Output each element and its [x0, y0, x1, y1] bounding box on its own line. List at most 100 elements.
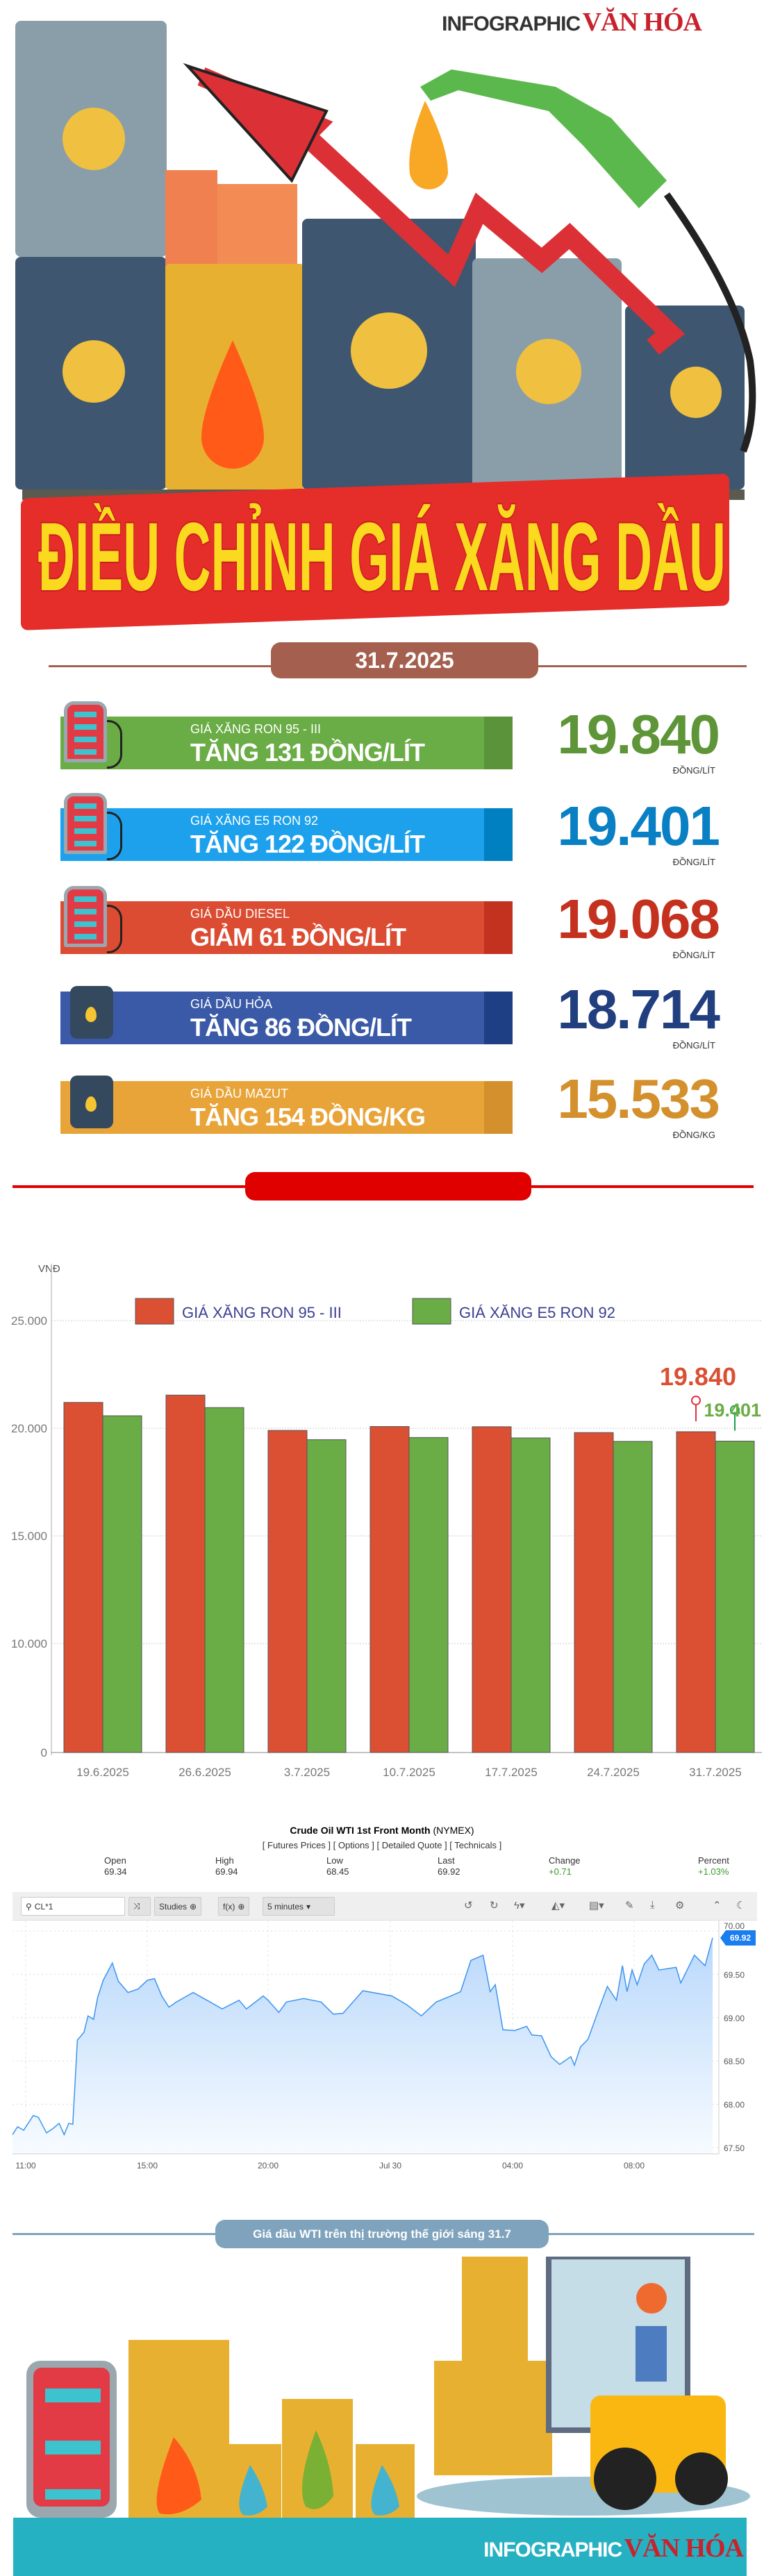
studies-button[interactable]: Studies ⊕	[154, 1897, 202, 1916]
x-tick-label: 24.7.2025	[587, 1766, 640, 1779]
price-area	[13, 1938, 713, 2154]
y-tick-label: 69.50	[724, 1970, 745, 1980]
jerrycan-icon	[70, 1076, 113, 1128]
fuel-name: GIÁ DẦU MAZUT	[190, 1087, 289, 1101]
brand-prefix: INFOGRAPHIC	[483, 2539, 622, 2561]
price-row: GIÁ XĂNG RON 95 - III TĂNG 131 ĐỒNG/LÍT	[60, 717, 513, 769]
download-icon[interactable]: ⤓	[650, 1899, 655, 1911]
fuel-name: GIÁ XĂNG E5 RON 92	[190, 814, 319, 828]
fuel-pump-icon	[64, 793, 107, 854]
interval-select[interactable]: 5 minutes ▾	[263, 1897, 335, 1916]
price-change: GIẢM 61 ĐỒNG/LÍT	[190, 923, 406, 951]
pin-marker-head	[730, 1405, 740, 1415]
price-change: TĂNG 154 ĐỒNG/KG	[190, 1103, 426, 1131]
annotation-ron95: 19.840	[660, 1362, 736, 1391]
gear-icon[interactable]: ⚙	[675, 1900, 685, 1912]
wti-title: Crude Oil WTI 1st Front Month (NYMEX)	[0, 1825, 764, 1837]
last-price-badge	[720, 1930, 756, 1946]
search-icon: ⚲	[26, 1901, 32, 1912]
stat-label: Change	[549, 1855, 581, 1866]
bar-ron95	[267, 1430, 308, 1753]
y-tick-label: 69.00	[724, 2014, 745, 2023]
wti-title-text: Crude Oil WTI 1st Front Month	[290, 1825, 431, 1836]
fuel-hose-icon	[107, 812, 122, 860]
fuel-price: 15.533	[557, 1068, 720, 1130]
fuel-hose-icon	[107, 905, 122, 953]
y-tick-label: 70.00	[724, 1921, 745, 1931]
studies-label: Studies	[159, 1901, 188, 1912]
collapse-icon[interactable]: ⌃	[713, 1900, 722, 1912]
wti-price-chart: 70.00 69.50 69.00 68.50 68.00 67.50 11:00 15:00…	[12, 1921, 756, 2171]
x-tick-label: 11:00	[15, 2161, 35, 2171]
legend-label: GIÁ XĂNG RON 95 - III	[182, 1304, 342, 1321]
fuel-price: 18.714	[557, 978, 720, 1040]
stat-value: 69.34	[104, 1866, 127, 1877]
price-change: TĂNG 131 ĐỒNG/LÍT	[190, 738, 425, 767]
stat-label: High	[215, 1855, 234, 1866]
bar-e5-ron92	[715, 1441, 755, 1753]
bar-e5-ron92	[510, 1437, 551, 1753]
forklift-barrels-illustration	[26, 2257, 750, 2518]
dark-mode-icon[interactable]: ☾	[736, 1900, 746, 1912]
legend-label: GIÁ XĂNG E5 RON 92	[459, 1304, 615, 1321]
symbol-search-input[interactable]: ⚲ CL*1	[21, 1897, 125, 1916]
wti-stat-last: Last 69.92	[438, 1855, 460, 1877]
x-tick-label: 3.7.2025	[284, 1766, 330, 1779]
wti-stat-high: High 69.94	[215, 1855, 238, 1877]
wti-exchange: (NYMEX)	[433, 1825, 474, 1836]
price-change: TĂNG 86 ĐỒNG/LÍT	[190, 1013, 412, 1042]
x-tick-label: 17.7.2025	[485, 1766, 538, 1779]
jerrycan-icon	[70, 986, 113, 1039]
plus-circle-icon: ⊕	[238, 1901, 245, 1912]
redo-icon[interactable]: ↻	[490, 1900, 499, 1912]
y-tick-label: 68.50	[724, 2057, 745, 2066]
fuel-name: GIÁ XĂNG RON 95 - III	[190, 722, 322, 736]
pin-marker-head	[691, 1395, 701, 1405]
chart-type-icon[interactable]: ◭▾	[551, 1900, 565, 1912]
stat-label: Percent	[698, 1855, 729, 1866]
date-text: 31.7.2025	[355, 647, 454, 673]
chevron-down-icon: ▾	[306, 1901, 311, 1912]
lightning-icon[interactable]: ϟ▾	[514, 1900, 525, 1912]
fx-button[interactable]: f(x) ⊕	[218, 1897, 250, 1916]
stat-value: 68.45	[326, 1866, 349, 1877]
oil-barrels-illustration	[15, 21, 745, 500]
brand-logo-bottom: INFOGRAPHIC VĂN HÓA	[483, 2533, 744, 2564]
fx-label: f(x)	[223, 1901, 235, 1912]
y-tick-label: 68.00	[724, 2100, 745, 2110]
price-change: TĂNG 122 ĐỒNG/LÍT	[190, 830, 425, 858]
fuel-pump-icon	[64, 701, 107, 762]
price-unit: ĐỒNG/KG	[672, 1130, 715, 1140]
price-row: GIÁ DẦU MAZUT TĂNG 154 ĐỒNG/KG	[60, 1081, 513, 1134]
price-row: GIÁ DẦU DIESEL GIẢM 61 ĐỒNG/LÍT	[60, 901, 513, 954]
bar-e5-ron92	[306, 1439, 347, 1753]
stat-label: Open	[104, 1855, 126, 1866]
wti-links[interactable]: [ Futures Prices ] [ Options ] [ Detaile…	[262, 1840, 502, 1850]
brand-name: VĂN HÓA	[582, 8, 702, 37]
x-tick-label: 10.7.2025	[383, 1766, 435, 1779]
fuel-nozzle-icon	[420, 69, 667, 208]
y-tick-label: 15.000	[11, 1530, 47, 1543]
wti-stat-percent: Percent +1.03%	[698, 1855, 729, 1877]
bar-ron95	[574, 1432, 614, 1753]
price-row: GIÁ DẦU HỎA TĂNG 86 ĐỒNG/LÍT	[60, 992, 513, 1044]
bar-ron95	[369, 1426, 410, 1753]
stat-value: 69.94	[215, 1866, 238, 1877]
pencil-icon[interactable]: ✎	[625, 1900, 634, 1912]
bar-e5-ron92	[102, 1415, 142, 1753]
layout-icon[interactable]: ▤▾	[589, 1900, 604, 1912]
y-tick-label: 10.000	[11, 1637, 47, 1650]
wti-caption-badge: Giá dầu WTI trên thị trường thế giới sán…	[215, 2220, 549, 2248]
undo-icon[interactable]: ↺	[464, 1900, 473, 1912]
bar-e5-ron92	[408, 1437, 449, 1753]
legend-swatch	[135, 1298, 174, 1325]
interval-label: 5 minutes	[267, 1901, 304, 1912]
x-tick-label: 31.7.2025	[689, 1766, 742, 1779]
section-divider-pill	[245, 1172, 531, 1201]
fuel-price: 19.068	[557, 888, 720, 950]
plus-circle-icon: ⊕	[190, 1901, 197, 1912]
price-unit: ĐỒNG/LÍT	[672, 857, 715, 867]
price-unit: ĐỒNG/LÍT	[672, 1040, 715, 1051]
compare-button[interactable]: ⤨	[128, 1897, 151, 1916]
stat-label: Low	[326, 1855, 343, 1866]
